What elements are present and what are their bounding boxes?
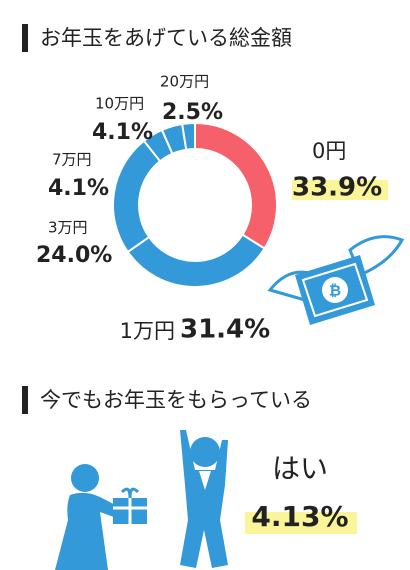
category-label: 3万円 <box>48 219 88 237</box>
title-bar <box>22 24 28 52</box>
category-label: 7万円 <box>52 151 92 169</box>
svg-text:₿: ₿ <box>329 282 341 300</box>
value-label: 2.5% <box>162 100 223 125</box>
donut-segment <box>112 139 162 254</box>
value-label: 33.9% <box>292 173 382 203</box>
value-label: 31.4% <box>180 315 270 345</box>
category-label: 0円 <box>312 139 346 163</box>
people-illustration <box>55 430 228 570</box>
highlight <box>245 512 357 534</box>
category-label: 10万円 <box>95 95 144 113</box>
title-bar <box>22 386 28 414</box>
answer: はい <box>272 452 328 485</box>
chart-title: お年玉をあげている総金額 <box>40 26 292 50</box>
donut-segment <box>194 121 278 250</box>
category-label: 20万円 <box>160 73 209 91</box>
highlight <box>292 180 388 200</box>
value-label: 4.1% <box>48 176 109 201</box>
flying-bill: ₿ <box>267 235 405 325</box>
category-label: 1万円 <box>120 319 175 343</box>
value-label: 4.1% <box>92 120 153 145</box>
donut-segment <box>181 121 196 151</box>
percentage: 4.13% <box>251 500 348 533</box>
section-title: 今でもお年玉をもらっている <box>40 388 312 412</box>
donut-segment <box>126 233 266 288</box>
value-label: 24.0% <box>36 243 112 268</box>
